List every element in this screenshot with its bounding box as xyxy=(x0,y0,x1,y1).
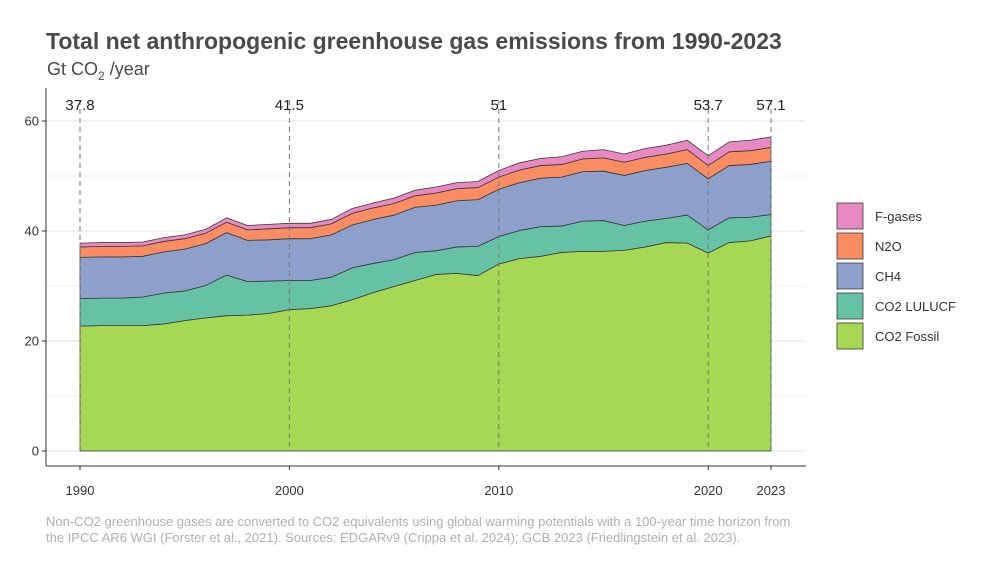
subtitle-suffix: /year xyxy=(105,59,150,79)
annotation-label: 37.8 xyxy=(65,97,94,114)
legend-label: CH4 xyxy=(875,269,901,284)
legend-label: F-gases xyxy=(875,209,922,224)
caption-line-1: Non-CO2 greenhouse gases are converted t… xyxy=(46,514,790,529)
total-annotations: 37.8 41.5 51 53.7 57.1 xyxy=(65,97,785,114)
annotation-label: 51 xyxy=(490,97,507,114)
subtitle-prefix: Gt CO xyxy=(47,59,98,79)
legend-swatch-co2-lulucf xyxy=(836,292,864,320)
legend-label: N2O xyxy=(875,239,902,254)
x-tick-label: 2010 xyxy=(484,483,513,498)
annotation-label: 53.7 xyxy=(694,97,723,114)
axes: 0 20 40 60 1990 2000 2010 2020 2023 xyxy=(25,88,806,498)
chart-title: Total net anthropogenic greenhouse gas e… xyxy=(46,28,782,54)
annotation-label: 41.5 xyxy=(275,97,304,114)
y-tick-label: 40 xyxy=(25,224,39,239)
y-tick-label: 20 xyxy=(25,334,39,349)
y-tick-label: 0 xyxy=(32,444,39,459)
annotation-label: 57.1 xyxy=(756,97,785,114)
y-tick-label: 60 xyxy=(25,114,39,129)
stacked-areas xyxy=(79,136,772,452)
legend-swatch-f-gases xyxy=(836,202,864,230)
legend-label: CO2 LULUCF xyxy=(875,299,956,314)
legend-swatch-n2o xyxy=(836,232,864,260)
x-tick-label: 2000 xyxy=(275,483,304,498)
legend: F-gases N2O CH4 CO2 LULUCF CO2 Fossil xyxy=(836,202,956,350)
legend-label: CO2 Fossil xyxy=(875,329,939,344)
legend-swatch-co2-fossil xyxy=(836,322,864,350)
chart-subtitle: Gt CO2 /year xyxy=(47,59,150,83)
caption-line-2: the IPCC AR6 WGI (Forster et al., 2021).… xyxy=(46,530,740,545)
annotation-lines xyxy=(79,100,772,451)
x-tick-label: 2020 xyxy=(694,483,723,498)
legend-swatch-ch4 xyxy=(836,262,864,290)
x-tick-label: 2023 xyxy=(757,483,786,498)
subtitle-subscript: 2 xyxy=(98,69,105,83)
x-tick-label: 1990 xyxy=(66,483,95,498)
